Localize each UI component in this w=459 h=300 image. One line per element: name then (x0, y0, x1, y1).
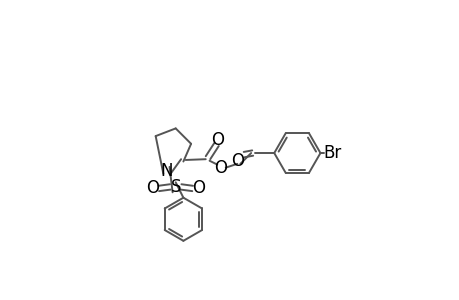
Text: O: O (211, 131, 224, 149)
Text: O: O (213, 159, 226, 177)
Text: N: N (160, 162, 172, 180)
Text: O: O (192, 179, 205, 197)
Text: O: O (231, 152, 244, 170)
Text: S: S (170, 178, 180, 196)
Text: O: O (146, 179, 159, 197)
Text: Br: Br (323, 144, 341, 162)
